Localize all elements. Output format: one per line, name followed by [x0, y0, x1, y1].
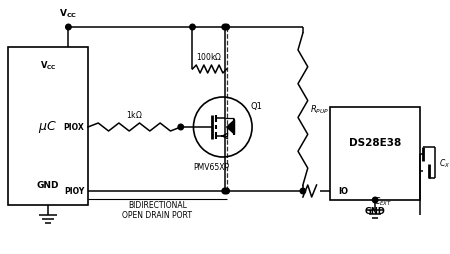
Text: PIOX: PIOX [63, 123, 84, 132]
Text: Q1: Q1 [250, 101, 262, 110]
Text: $\mathbf{V_{CC}}$: $\mathbf{V_{CC}}$ [59, 8, 77, 20]
FancyBboxPatch shape [330, 108, 420, 200]
Circle shape [300, 188, 306, 194]
Text: IO: IO [338, 187, 348, 196]
Circle shape [373, 197, 378, 203]
Circle shape [190, 25, 195, 31]
FancyBboxPatch shape [8, 48, 88, 205]
Text: OPEN DRAIN PORT: OPEN DRAIN PORT [122, 210, 192, 219]
Circle shape [222, 25, 227, 31]
Circle shape [224, 188, 230, 194]
Circle shape [178, 125, 184, 130]
Text: BIDIRECTIONAL: BIDIRECTIONAL [128, 200, 187, 209]
Polygon shape [227, 121, 234, 134]
Text: $C_X$: $C_X$ [439, 157, 450, 169]
Text: GND: GND [36, 180, 59, 189]
Text: 1k$\Omega$: 1k$\Omega$ [126, 108, 143, 120]
Circle shape [222, 188, 227, 194]
Text: GND: GND [365, 207, 386, 216]
Text: $R_{PUP}$: $R_{PUP}$ [310, 103, 329, 116]
Text: PMV65XP: PMV65XP [193, 162, 229, 171]
Text: 100k$\Omega$: 100k$\Omega$ [196, 51, 223, 62]
Circle shape [224, 25, 230, 31]
Text: $\mathbf{V_{CC}}$: $\mathbf{V_{CC}}$ [40, 59, 56, 72]
Text: $\mu$C: $\mu$C [38, 119, 57, 134]
Text: PIOY: PIOY [64, 187, 84, 196]
Circle shape [66, 25, 71, 31]
Text: DS28E38: DS28E38 [349, 137, 401, 147]
Text: $C_{EXT}$: $C_{EXT}$ [374, 195, 392, 208]
